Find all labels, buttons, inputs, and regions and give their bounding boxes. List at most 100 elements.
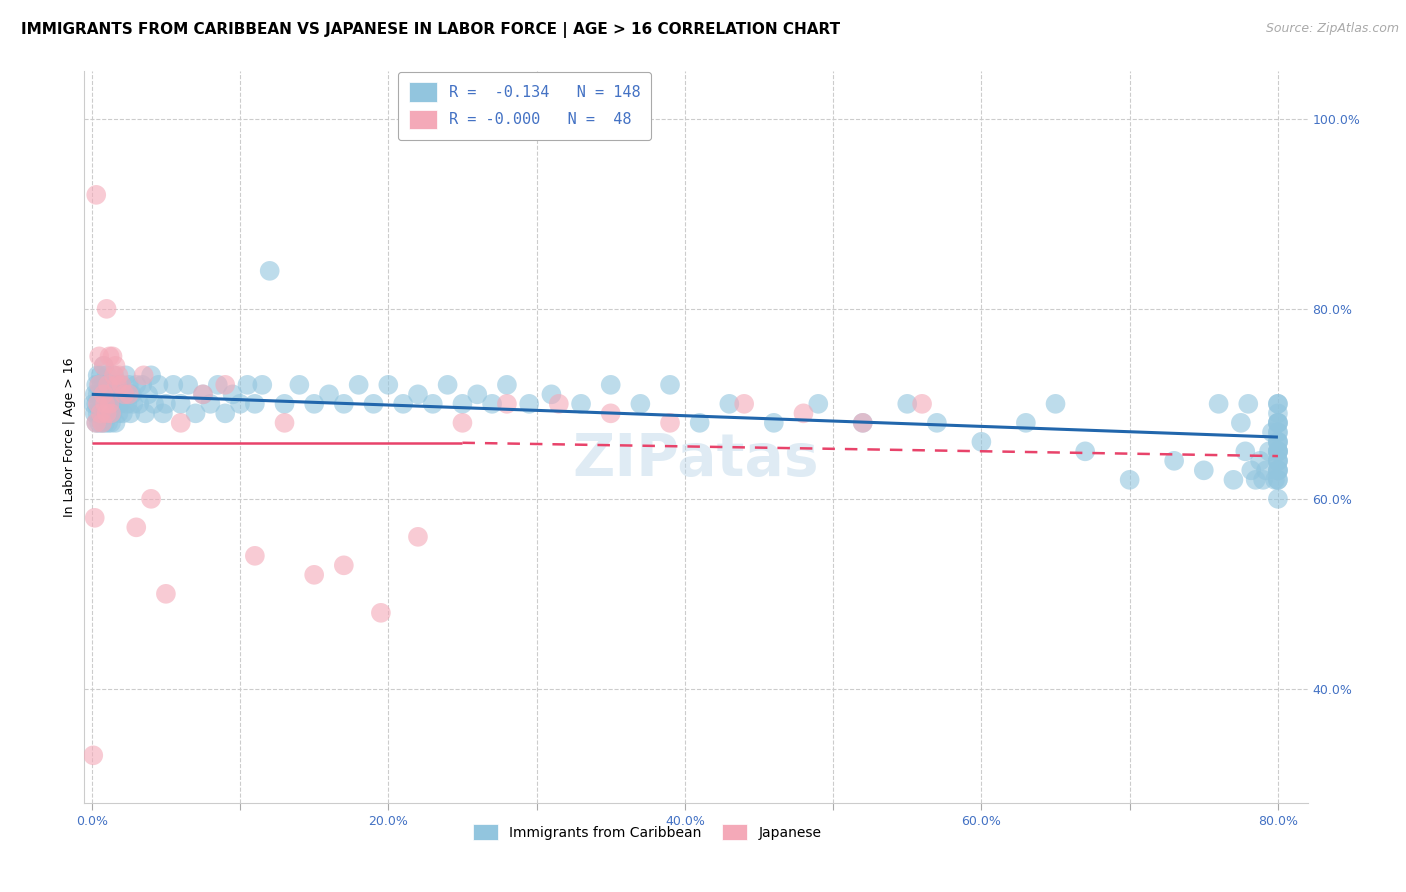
Point [120,406,142,420]
Point [807,397,830,411]
Point [97,397,120,411]
Point [1267,425,1289,440]
Point [221,387,243,401]
Point [90,406,112,420]
Point [104,359,127,373]
Point [184,406,207,420]
Point [90,387,112,401]
Point [406,387,429,401]
Point [481,397,503,411]
Point [96,406,118,420]
Point [155,587,177,601]
Point [143,397,166,411]
Point [1267,454,1289,468]
Point [1222,473,1244,487]
Point [792,406,814,420]
Point [465,387,488,401]
Point [117,397,139,411]
Point [83,406,105,420]
Point [101,377,124,392]
Point [1267,434,1289,449]
Point [103,368,125,383]
Point [86,387,108,401]
Point [134,406,156,420]
Point [103,387,125,401]
Point [112,387,135,401]
Point [86,368,108,383]
Point [97,377,120,392]
Point [98,387,121,401]
Point [377,377,399,392]
Point [517,397,540,411]
Point [540,387,562,401]
Point [82,397,104,411]
Point [107,387,129,401]
Point [347,377,370,392]
Point [83,387,105,401]
Point [148,377,170,392]
Point [84,416,107,430]
Point [125,520,148,534]
Point [392,397,415,411]
Point [229,397,252,411]
Point [1267,463,1289,477]
Point [911,397,934,411]
Point [103,368,125,383]
Point [214,406,236,420]
Point [101,349,124,363]
Point [1237,397,1260,411]
Legend: Immigrants from Caribbean, Japanese: Immigrants from Caribbean, Japanese [465,817,828,847]
Point [302,567,325,582]
Point [1267,444,1289,458]
Point [1251,473,1274,487]
Point [1015,416,1038,430]
Point [98,349,121,363]
Point [177,377,200,392]
Point [1045,397,1067,411]
Point [259,264,281,278]
Point [1267,425,1289,440]
Point [83,511,105,525]
Point [110,377,132,392]
Point [1192,463,1215,477]
Point [104,416,127,430]
Point [1267,454,1289,468]
Point [200,397,222,411]
Point [1254,463,1277,477]
Point [112,387,135,401]
Point [86,397,108,411]
Point [96,368,118,383]
Point [107,368,129,383]
Point [97,416,120,430]
Point [94,416,117,430]
Point [1267,473,1289,487]
Point [104,397,127,411]
Point [105,377,128,392]
Point [302,397,325,411]
Point [191,387,214,401]
Point [98,406,121,420]
Text: ZIPatas: ZIPatas [572,431,820,488]
Point [252,377,274,392]
Point [1267,491,1289,506]
Point [1244,473,1267,487]
Point [547,397,569,411]
Point [111,406,134,420]
Point [1249,454,1271,468]
Point [1267,434,1289,449]
Point [925,416,948,430]
Point [131,377,153,392]
Point [1261,425,1284,440]
Point [191,387,214,401]
Point [1163,454,1185,468]
Point [96,406,118,420]
Point [89,397,111,411]
Point [91,416,114,430]
Point [98,397,121,411]
Point [733,397,755,411]
Point [155,397,177,411]
Point [288,377,311,392]
Point [93,359,115,373]
Point [136,387,159,401]
Point [1258,444,1281,458]
